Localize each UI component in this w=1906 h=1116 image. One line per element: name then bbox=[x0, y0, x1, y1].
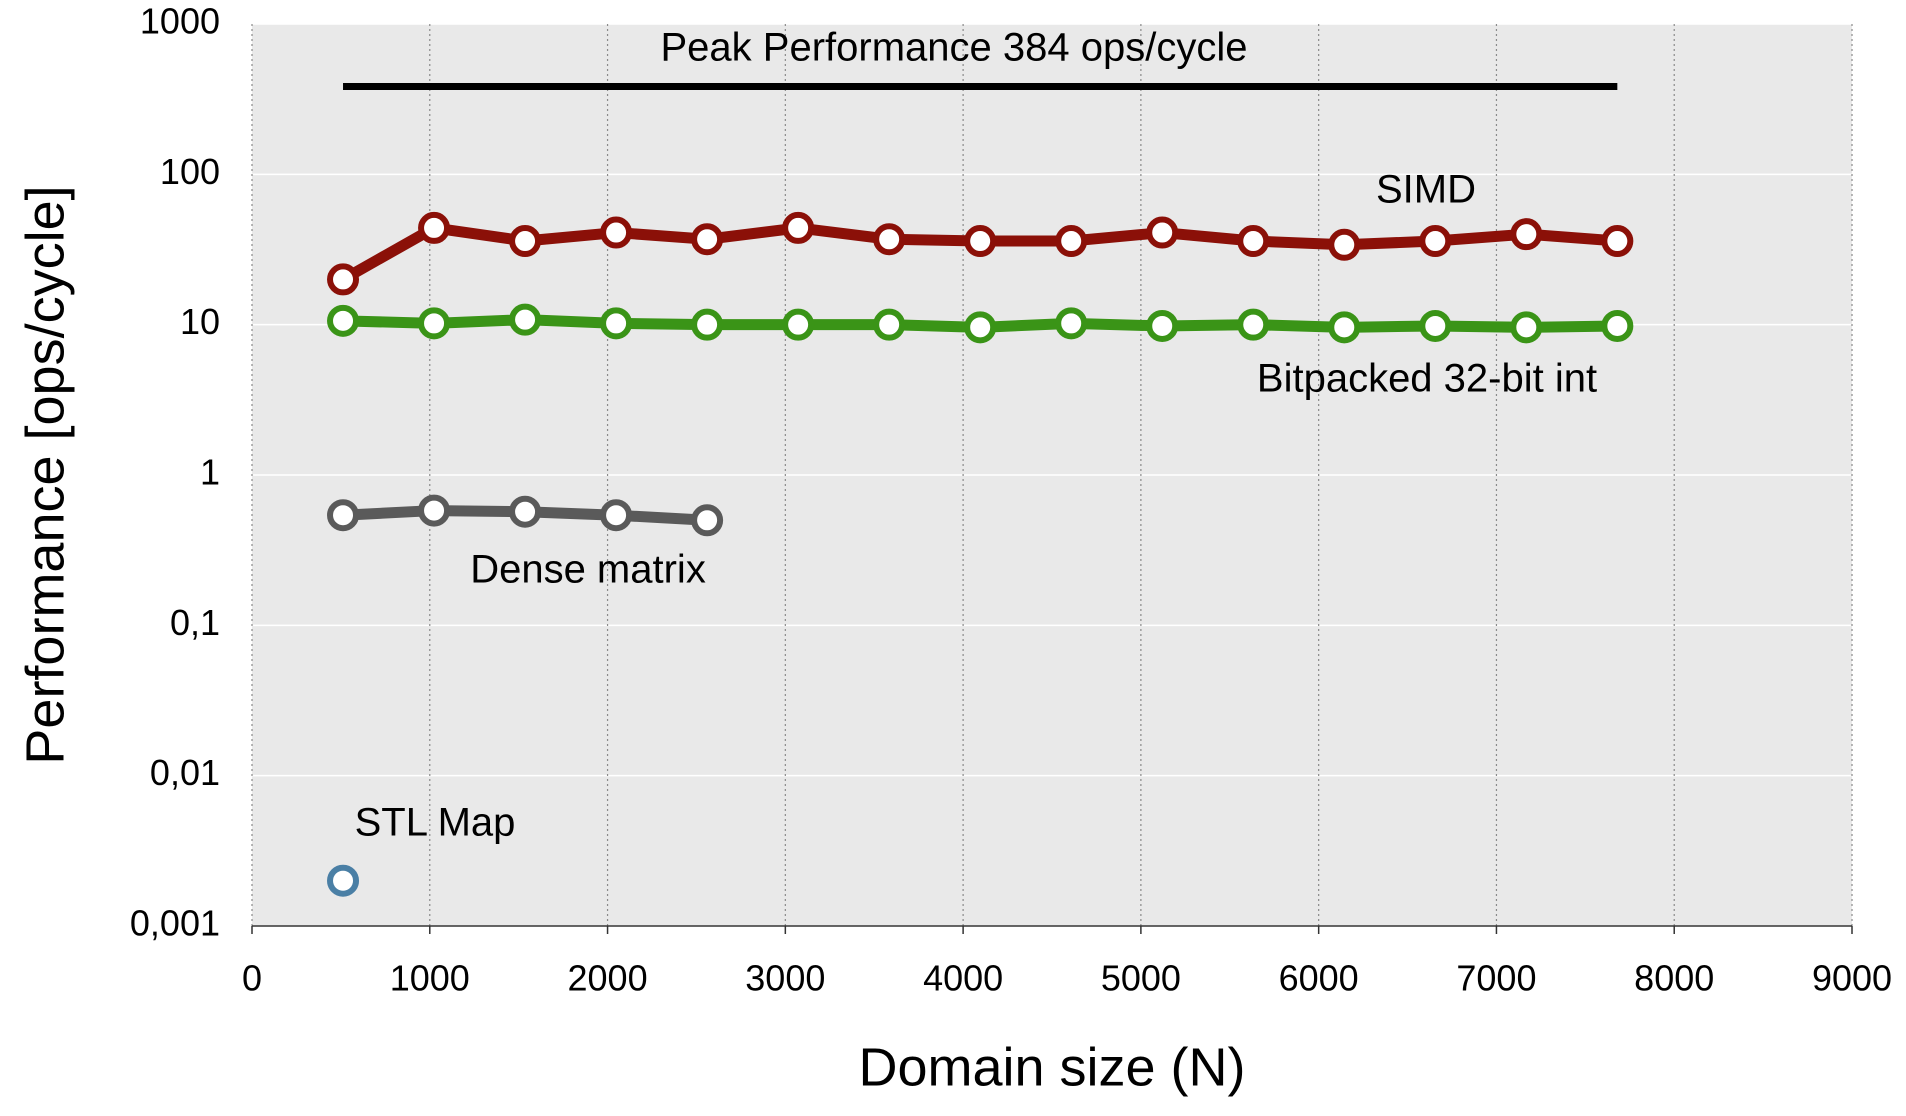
point bbox=[691, 223, 724, 256]
point bbox=[964, 225, 997, 258]
y-tick-label: 1000 bbox=[140, 1, 220, 42]
x-tick-label: 7000 bbox=[1456, 958, 1536, 999]
x-tick-label: 4000 bbox=[923, 958, 1003, 999]
x-tick-label: 0 bbox=[242, 958, 262, 999]
point bbox=[1510, 218, 1543, 251]
point bbox=[509, 225, 542, 258]
y-tick-label: 0,001 bbox=[130, 903, 220, 944]
y-tick-label: 10 bbox=[180, 301, 220, 342]
point bbox=[691, 504, 724, 537]
point bbox=[782, 211, 815, 244]
x-tick-label: 5000 bbox=[1101, 958, 1181, 999]
point bbox=[1601, 309, 1634, 342]
point bbox=[1055, 225, 1088, 258]
series-label: STL Map bbox=[355, 801, 516, 845]
point bbox=[327, 499, 360, 532]
point bbox=[1055, 307, 1088, 340]
y-axis-title: Performance [ops/cycle] bbox=[15, 185, 75, 764]
point bbox=[1237, 308, 1270, 341]
point bbox=[782, 308, 815, 341]
series-label: Bitpacked 32-bit int bbox=[1257, 357, 1597, 401]
point bbox=[327, 864, 360, 897]
x-tick-label: 8000 bbox=[1634, 958, 1714, 999]
point bbox=[691, 308, 724, 341]
point bbox=[1146, 216, 1179, 249]
point bbox=[327, 263, 360, 296]
point bbox=[509, 303, 542, 336]
point bbox=[418, 211, 451, 244]
point bbox=[1146, 309, 1179, 342]
peak-label: Peak Performance 384 ops/cycle bbox=[661, 26, 1248, 70]
point bbox=[1419, 225, 1452, 258]
y-tick-label: 0,1 bbox=[170, 602, 220, 643]
point bbox=[1328, 228, 1361, 261]
point bbox=[1510, 311, 1543, 344]
point bbox=[1237, 225, 1270, 258]
point bbox=[964, 311, 997, 344]
point bbox=[873, 223, 906, 256]
x-tick-label: 6000 bbox=[1279, 958, 1359, 999]
point bbox=[327, 304, 360, 337]
x-tick-label: 9000 bbox=[1812, 958, 1892, 999]
y-tick-label: 1 bbox=[200, 452, 220, 493]
point bbox=[600, 216, 633, 249]
point bbox=[418, 307, 451, 340]
x-tick-label: 1000 bbox=[390, 958, 470, 999]
point bbox=[873, 308, 906, 341]
point bbox=[509, 495, 542, 528]
y-tick-label: 100 bbox=[160, 151, 220, 192]
point bbox=[600, 307, 633, 340]
x-tick-label: 3000 bbox=[745, 958, 825, 999]
series-label: SIMD bbox=[1376, 168, 1476, 212]
point bbox=[1601, 225, 1634, 258]
y-tick-label: 0,01 bbox=[150, 752, 220, 793]
point bbox=[418, 494, 451, 527]
x-axis-title: Domain size (N) bbox=[858, 1037, 1245, 1097]
series-label: Dense matrix bbox=[470, 548, 706, 592]
point bbox=[1328, 311, 1361, 344]
point bbox=[1419, 309, 1452, 342]
x-tick-label: 2000 bbox=[568, 958, 648, 999]
point bbox=[600, 499, 633, 532]
